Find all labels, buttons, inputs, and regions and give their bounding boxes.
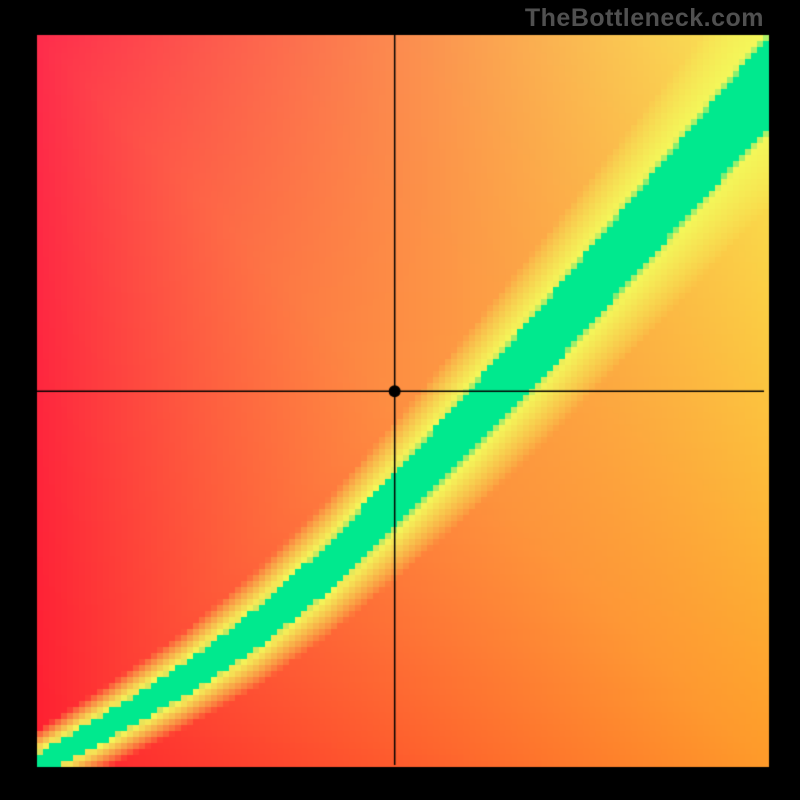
chart-container: { "canvas": { "width": 800, "height": 80… (0, 0, 800, 800)
bottleneck-heatmap-canvas (0, 0, 800, 800)
watermark-label: TheBottleneck.com (525, 4, 764, 33)
